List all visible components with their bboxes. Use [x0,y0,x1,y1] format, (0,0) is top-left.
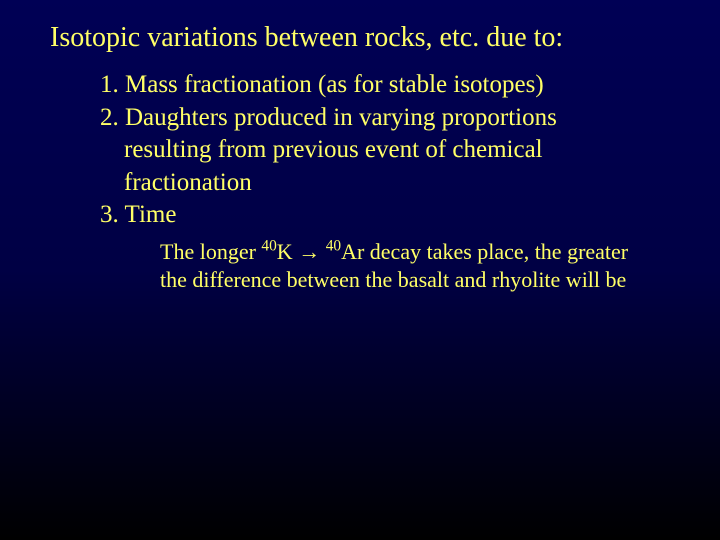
arrow-icon: → [298,239,326,264]
list-container: 1. Mass fractionation (as for stable iso… [100,69,680,295]
subnote: The longer 40K → 40Ar decay takes place,… [160,238,680,295]
k-symbol: K [277,239,298,264]
sub-pre: The longer [160,239,261,264]
superscript-40-ar: 40 [326,237,341,254]
subnote-line1: The longer 40K → 40Ar decay takes place,… [160,238,680,267]
subnote-line2: the difference between the basalt and rh… [160,266,680,295]
slide-container: Isotopic variations between rocks, etc. … [0,0,720,315]
list-item-2-line3: fractionation [100,167,680,200]
list-item-2-line1: 2. Daughters produced in varying proport… [100,102,680,135]
list-item-1: 1. Mass fractionation (as for stable iso… [100,69,680,102]
superscript-40-k: 40 [261,237,276,254]
ar-text: Ar decay takes place, the greater [341,239,628,264]
slide-title: Isotopic variations between rocks, etc. … [50,20,680,55]
list-item-3: 3. Time [100,199,680,232]
list-item-2-line2: resulting from previous event of chemica… [100,134,680,167]
